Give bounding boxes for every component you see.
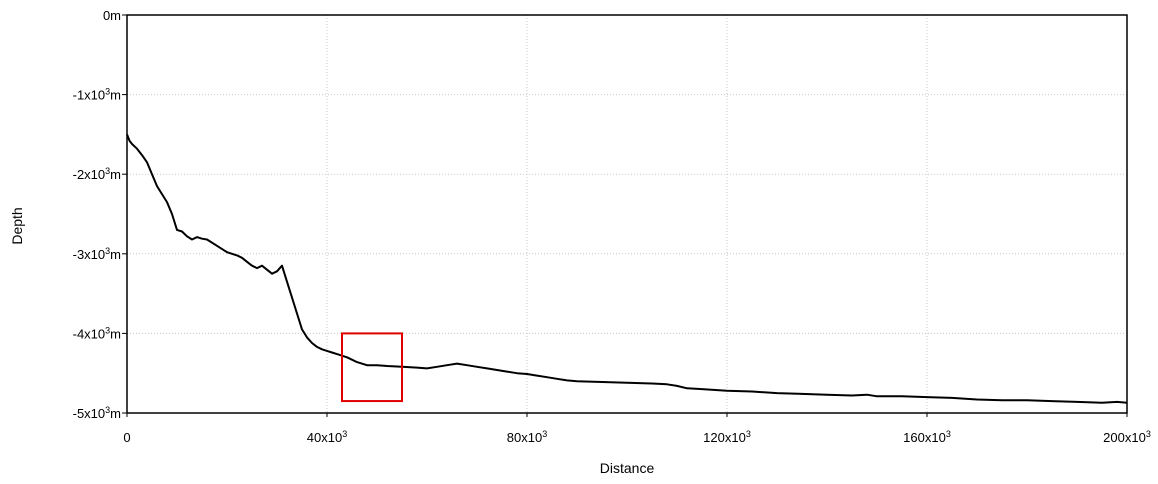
y-tick-label-base: -5x10 (73, 406, 106, 421)
depth-profile-line (126, 134, 1128, 404)
y-tick-label-exponent: 3 (105, 87, 110, 97)
y-tick-label: 0m (103, 8, 121, 23)
y-tick-label-unit: m (110, 88, 121, 103)
x-tick-label-base: 0 (123, 430, 130, 445)
y-tick-label-base: -2x10 (73, 167, 106, 182)
y-tick-label: -5x103m (73, 405, 121, 421)
y-tick-label-unit: m (110, 247, 121, 262)
y-tick-label-base: -1x10 (73, 88, 106, 103)
x-tick-label-exponent: 3 (746, 429, 751, 439)
grid-layer (127, 15, 1127, 413)
y-tick-label-exponent: 3 (105, 405, 110, 415)
x-tick-label: 0 (123, 430, 130, 445)
x-tick-label-base: 80x10 (507, 430, 542, 445)
x-tick-label: 40x103 (307, 429, 347, 445)
x-tick-label-base: 120x10 (703, 430, 746, 445)
y-tick-label-base: 0m (103, 8, 121, 23)
x-axis-title: Distance (600, 460, 655, 476)
y-axis-title: Depth (9, 207, 25, 244)
x-tick-label: 200x103 (1103, 429, 1151, 445)
x-tick-label: 120x103 (703, 429, 751, 445)
y-tick-labels: 0m-1x103m-2x103m-3x103m-4x103m-5x103m (73, 8, 127, 421)
y-tick-label: -4x103m (73, 325, 121, 341)
y-tick-label-unit: m (110, 326, 121, 341)
x-tick-label: 160x103 (903, 429, 951, 445)
x-tick-label-base: 160x10 (903, 430, 946, 445)
highlight-box (341, 332, 403, 403)
y-tick-label-exponent: 3 (105, 246, 110, 256)
y-tick-label: -2x103m (73, 166, 121, 182)
y-tick-label-base: -3x10 (73, 247, 106, 262)
y-tick-label-exponent: 3 (105, 166, 110, 176)
series-layer (126, 134, 1128, 404)
y-tick-label: -3x103m (73, 246, 121, 262)
x-tick-label-base: 40x10 (307, 430, 342, 445)
x-tick-label: 80x103 (507, 429, 547, 445)
y-tick-label-unit: m (110, 406, 121, 421)
x-tick-label-exponent: 3 (1146, 429, 1151, 439)
annotation-layer (341, 332, 403, 403)
x-tick-label-exponent: 3 (542, 429, 547, 439)
y-tick-label-exponent: 3 (105, 325, 110, 335)
x-tick-labels: 0 40x103 80x103 120x103 160x103 200x103 (123, 413, 1151, 445)
x-tick-label-exponent: 3 (946, 429, 951, 439)
x-tick-label-exponent: 3 (342, 429, 347, 439)
y-tick-label: -1x103m (73, 87, 121, 103)
y-tick-label-unit: m (110, 167, 121, 182)
x-tick-label-base: 200x10 (1103, 430, 1146, 445)
plot-frame (126, 14, 1128, 414)
y-tick-label-base: -4x10 (73, 326, 106, 341)
